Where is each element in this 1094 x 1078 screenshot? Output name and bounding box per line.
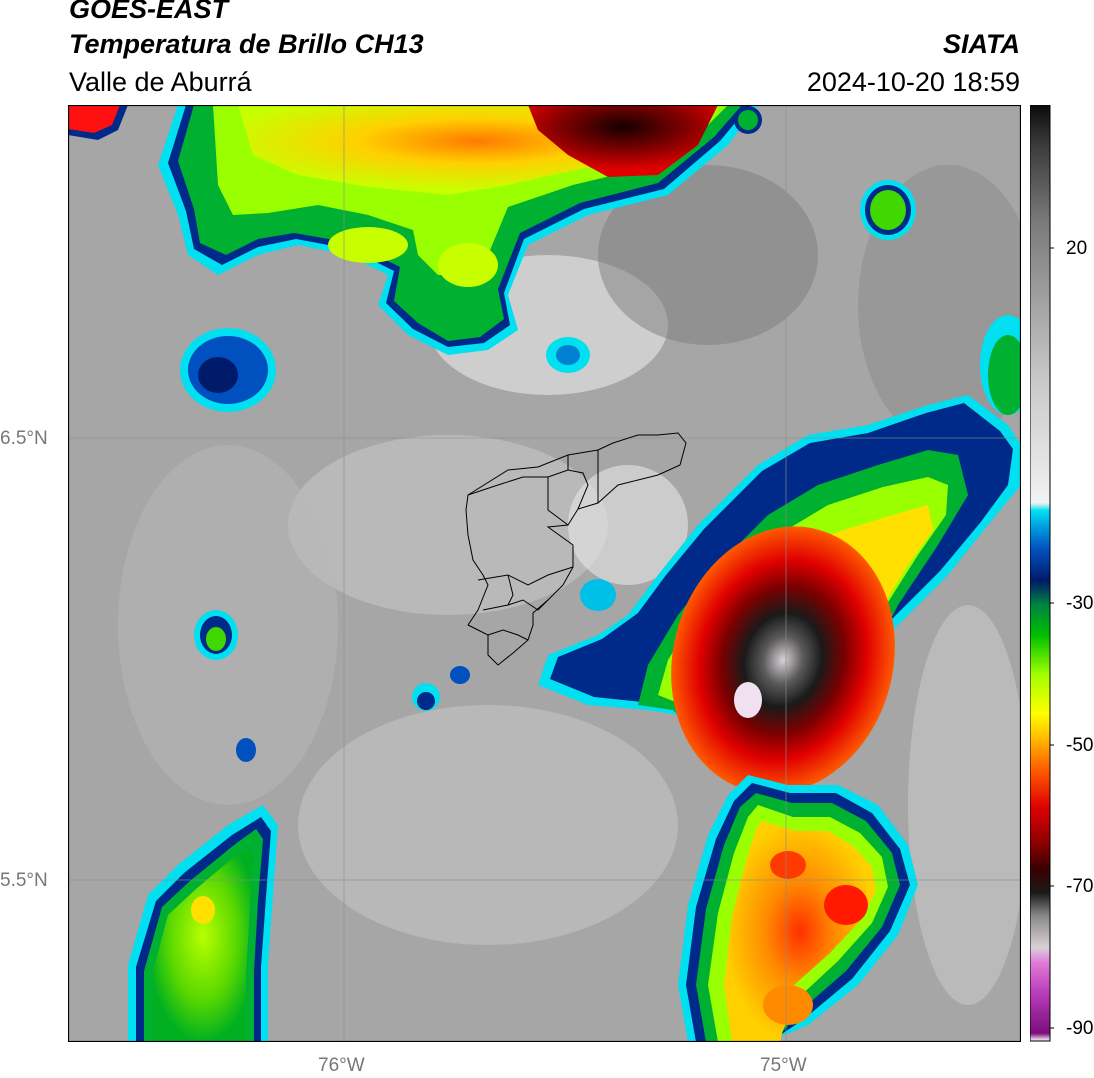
graticule xyxy=(68,105,1021,1042)
colorbar-tick-20: 20 xyxy=(1066,238,1088,259)
brightness-temperature-map xyxy=(68,105,1021,1042)
satellite-title: GOES-EAST xyxy=(69,0,229,24)
municipal-boundaries xyxy=(465,432,687,666)
region-subtitle: Valle de Aburrá xyxy=(69,67,252,97)
lat-label-6-5: 6.5°N xyxy=(0,428,48,449)
lon-label-75w: 75°W xyxy=(760,1055,807,1076)
brand-label: SIATA xyxy=(943,29,1020,59)
colorbar-tick-minus70: -70 xyxy=(1066,876,1094,897)
lon-label-76w: 76°W xyxy=(318,1055,365,1076)
colorbar-tick-minus50: -50 xyxy=(1066,735,1094,756)
timestamp-label: 2024-10-20 18:59 xyxy=(806,67,1020,97)
colorbar xyxy=(1030,105,1054,1042)
product-title: Temperatura de Brillo CH13 xyxy=(69,29,424,59)
lat-label-5-5: 5.5°N xyxy=(0,870,48,891)
colorbar-tick-minus30: -30 xyxy=(1066,593,1094,614)
colorbar-tick-minus90: -90 xyxy=(1066,1018,1094,1039)
